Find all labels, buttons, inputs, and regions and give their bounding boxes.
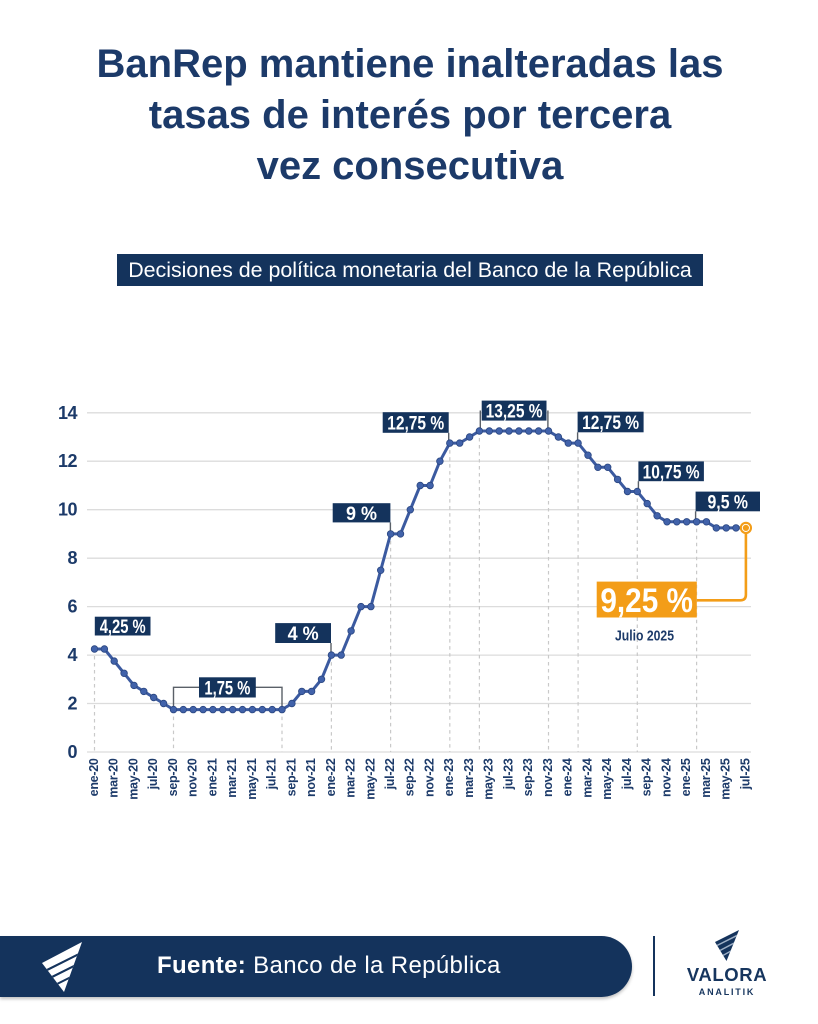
svg-text:ene-23: ene-23	[442, 758, 456, 796]
svg-text:may-24: may-24	[600, 758, 614, 800]
svg-text:mar-22: mar-22	[344, 758, 358, 798]
svg-text:mar-20: mar-20	[107, 758, 121, 798]
svg-text:may-22: may-22	[363, 758, 377, 800]
svg-text:9,25 %: 9,25 %	[600, 582, 693, 620]
svg-text:nov-20: nov-20	[186, 758, 200, 797]
svg-text:4,25 %: 4,25 %	[100, 616, 146, 638]
svg-text:nov-24: nov-24	[659, 758, 673, 797]
svg-text:sep-20: sep-20	[166, 758, 180, 796]
svg-text:jul-21: jul-21	[265, 758, 279, 790]
svg-text:13,25 %: 13,25 %	[486, 401, 543, 423]
svg-text:8: 8	[67, 548, 77, 568]
svg-text:jul-25: jul-25	[738, 758, 752, 790]
svg-text:9 %: 9 %	[346, 503, 377, 525]
svg-text:1,75 %: 1,75 %	[204, 677, 250, 699]
svg-text:mar-24: mar-24	[580, 758, 594, 798]
svg-text:2: 2	[67, 694, 77, 714]
svg-text:mar-25: mar-25	[699, 758, 713, 798]
svg-text:0: 0	[67, 742, 77, 762]
svg-text:ene-24: ene-24	[561, 758, 575, 796]
svg-text:mar-21: mar-21	[225, 758, 239, 798]
svg-text:4 %: 4 %	[288, 623, 319, 645]
svg-text:mar-23: mar-23	[462, 758, 476, 798]
svg-text:may-25: may-25	[719, 758, 733, 800]
svg-text:ene-22: ene-22	[324, 758, 338, 796]
svg-text:jul-22: jul-22	[383, 758, 397, 790]
svg-text:sep-22: sep-22	[403, 758, 417, 796]
svg-text:10: 10	[58, 500, 78, 520]
svg-text:nov-22: nov-22	[423, 758, 437, 797]
svg-text:12: 12	[58, 451, 78, 471]
svg-text:sep-23: sep-23	[521, 758, 535, 796]
svg-text:12,75 %: 12,75 %	[387, 413, 444, 435]
svg-text:jul-23: jul-23	[501, 758, 515, 790]
svg-text:9,5 %: 9,5 %	[708, 492, 749, 514]
svg-text:4: 4	[67, 645, 77, 665]
svg-text:6: 6	[67, 597, 77, 617]
svg-text:jul-24: jul-24	[620, 758, 634, 790]
svg-text:ene-25: ene-25	[679, 758, 693, 796]
svg-text:ene-20: ene-20	[87, 758, 101, 796]
svg-text:sep-21: sep-21	[284, 758, 298, 796]
svg-text:may-23: may-23	[482, 758, 496, 800]
svg-text:ene-21: ene-21	[205, 758, 219, 796]
svg-text:10,75 %: 10,75 %	[643, 461, 700, 483]
svg-text:may-20: may-20	[126, 758, 140, 800]
svg-text:14: 14	[58, 403, 78, 423]
svg-text:nov-23: nov-23	[541, 758, 555, 797]
svg-text:12,75 %: 12,75 %	[582, 412, 639, 434]
svg-text:may-21: may-21	[245, 758, 259, 800]
svg-text:Julio 2025: Julio 2025	[615, 629, 674, 645]
svg-text:jul-20: jul-20	[146, 758, 160, 790]
svg-text:sep-24: sep-24	[640, 758, 654, 796]
svg-text:nov-21: nov-21	[304, 758, 318, 797]
